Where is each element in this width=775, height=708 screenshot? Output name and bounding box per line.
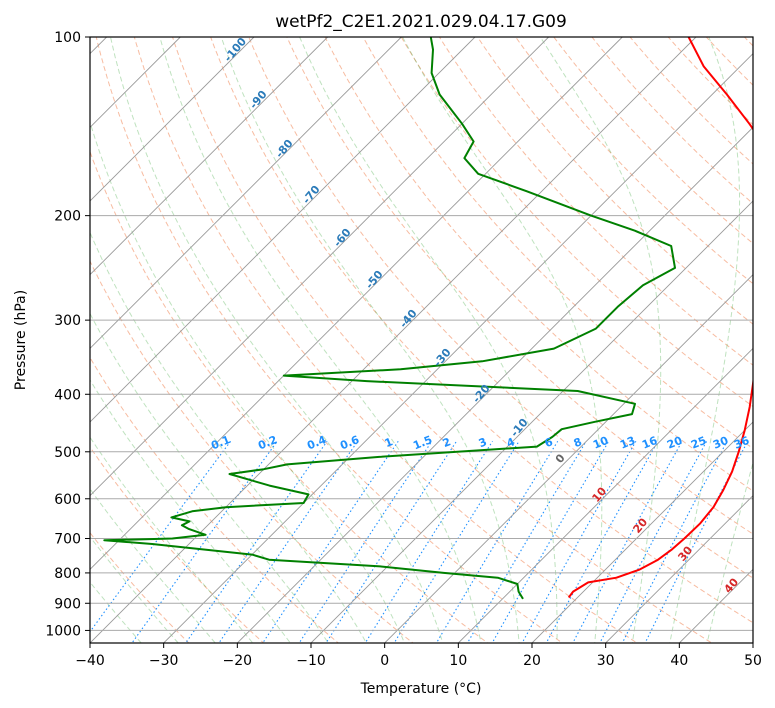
y-tick-label: 800: [54, 566, 81, 582]
mixing-ratio-label: 36: [732, 434, 751, 452]
x-axis: −40 −30 −20 −10 0 10 20 30 40 50: [75, 643, 762, 669]
y-tick-label: 400: [54, 387, 81, 403]
x-tick-label: 10: [449, 653, 467, 669]
dry-adiabat-line: [248, 37, 753, 579]
mixing-ratio-label: 10: [591, 434, 610, 452]
dry-adiabat-line: [172, 37, 713, 643]
dry-adiabat-line: [133, 37, 638, 643]
x-tick-label: 20: [523, 653, 541, 669]
mixing-ratio-line: [521, 441, 637, 643]
y-tick-label: 1000: [45, 623, 81, 639]
moist-adiabat-line: [220, 37, 520, 643]
dry-adiabat-line: [629, 37, 753, 165]
dry-adiabat-line: [90, 446, 265, 643]
mixing-ratio-line: [262, 440, 399, 643]
x-tick-label: 30: [597, 653, 615, 669]
mixing-ratio-label: 2: [441, 435, 453, 450]
isotherm-line: [605, 495, 753, 643]
chart-title: wetPf2_C2E1.2021.029.04.17.G09: [275, 12, 567, 32]
dry-adiabat-line: [90, 260, 414, 643]
grid-lines: [90, 37, 753, 643]
dry-adiabat-line: [553, 37, 753, 245]
y-axis-label: Pressure (hPa): [13, 290, 29, 390]
isotherm-line: [90, 37, 697, 643]
moist-adiabat-line: [159, 37, 482, 643]
background-lines: [90, 37, 753, 643]
mixing-ratio-line: [644, 441, 749, 643]
dry-adiabat-line: [286, 37, 753, 535]
isotherm-line: [384, 274, 753, 643]
moist-adiabat-line: [90, 231, 367, 643]
y-tick-label: 600: [54, 492, 81, 508]
x-tick-label: −10: [296, 653, 326, 669]
profile-series: [103, 37, 753, 600]
mixing-ratio-label: 20: [665, 434, 684, 452]
moist-adiabat-line: [90, 120, 406, 643]
mixing-ratio-line: [572, 441, 683, 643]
isotherm-line: [90, 37, 402, 349]
mixing-ratio-line: [545, 441, 659, 643]
dry-adiabat-line: [90, 150, 489, 643]
isotherm-line: [90, 37, 549, 497]
y-tick-label: 900: [54, 596, 81, 612]
y-tick-label: 700: [54, 532, 81, 548]
isotherm-line: [531, 421, 753, 643]
y-axis: 100 200 300 400 500 600 700 800 900 1000: [45, 30, 90, 639]
dry-adiabat-line: [90, 532, 190, 643]
mixing-ratio-line: [621, 441, 728, 643]
mixing-ratio-line: [325, 440, 457, 643]
mixing-ratio-label: 16: [640, 434, 659, 452]
mixing-ratio-label: 1: [383, 435, 395, 450]
dry-adiabat-line: [95, 37, 564, 643]
isotherm-line: [163, 53, 753, 643]
mixing-ratio-label: 13: [618, 434, 637, 452]
mixing-ratio-label: 30: [711, 434, 730, 452]
y-tick-label: 500: [54, 445, 81, 461]
mixing-ratio-label: 8: [572, 435, 584, 450]
dry-adiabat-line: [324, 37, 753, 492]
mixing-ratio-line: [599, 441, 708, 643]
y-tick-label: 200: [54, 209, 81, 225]
moist-adiabat-line: [539, 37, 662, 643]
mixing-ratio-line: [466, 441, 587, 643]
temperature-line: [567, 37, 753, 599]
x-tick-label: 0: [380, 653, 389, 669]
moist-adiabat-line: [90, 312, 329, 643]
isotherm-line: [90, 37, 476, 423]
x-tick-label: 50: [744, 653, 762, 669]
dry-adiabat-line: [400, 37, 753, 408]
x-axis-label: Temperature (°C): [360, 681, 482, 697]
x-tick-label: 40: [670, 653, 688, 669]
dewpoint-line: [103, 37, 676, 600]
mixing-ratio-label: 25: [689, 434, 708, 452]
y-tick-label: 100: [54, 30, 81, 46]
mixing-ratio-label: 3: [477, 435, 489, 450]
plot-frame: [89, 36, 754, 644]
isotherm-line: [237, 126, 753, 643]
isotherm-line: [310, 200, 753, 643]
mixing-ratio-line: [491, 441, 610, 643]
isotherm-line: [458, 347, 753, 643]
x-tick-label: −20: [223, 653, 253, 669]
x-tick-label: −30: [149, 653, 179, 669]
x-tick-label: −40: [75, 653, 105, 669]
isotherm-line: [90, 37, 328, 276]
moist-adiabat-line: [110, 37, 444, 643]
dry-adiabat-line: [476, 37, 753, 325]
isotherm-line: [90, 37, 255, 202]
y-tick-label: 300: [54, 313, 81, 329]
moist-adiabat-line: [669, 37, 741, 643]
mixing-ratio-line: [131, 440, 278, 643]
dry-adiabat-line: [667, 37, 753, 126]
dry-adiabat-line: [210, 37, 753, 624]
